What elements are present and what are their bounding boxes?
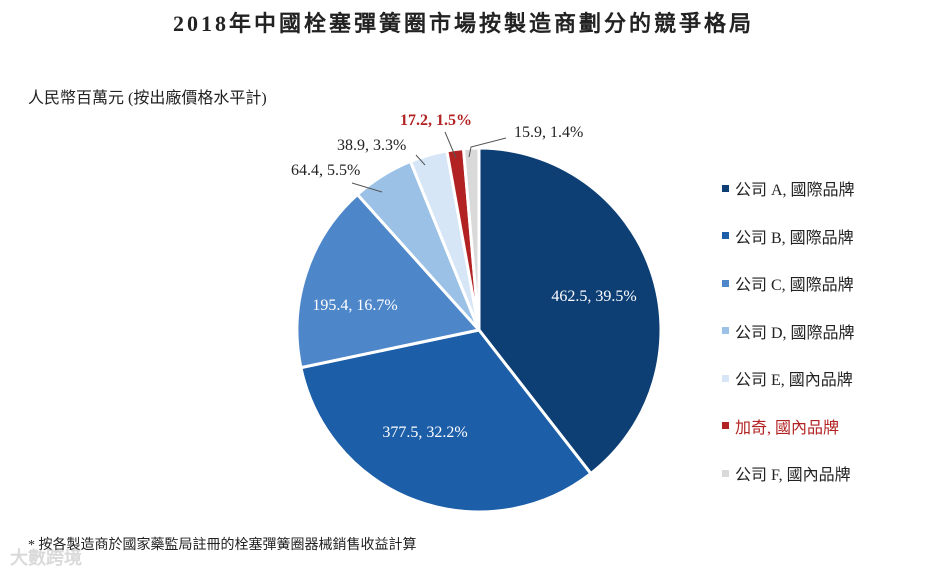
- legend-label: 公司 D, 國際品牌: [735, 324, 855, 342]
- legend-swatch: [722, 279, 729, 287]
- legend-item: 公司 B, 國際品牌: [722, 224, 855, 248]
- legend-item: 公司 F, 國內品牌: [722, 461, 855, 485]
- legend-swatch: [722, 374, 729, 382]
- legend-swatch: [722, 422, 729, 429]
- legend-item: 加奇, 國內品牌: [722, 414, 855, 438]
- watermark: 大數跨境: [10, 548, 82, 568]
- legend-label: 公司 A, 國際品牌: [735, 182, 855, 199]
- legend-swatch: [722, 327, 729, 334]
- legend-swatch: [722, 232, 729, 239]
- unit-label: 人民幣百萬元 (按出廠價格水平計): [28, 90, 267, 107]
- chart-title: 2018年中國栓塞彈簧圈市場按製造商劃分的競爭格局: [172, 11, 754, 36]
- leader-line: [415, 154, 426, 166]
- legend-item: 公司 D, 國際品牌: [722, 319, 855, 343]
- leader-line: [468, 137, 507, 158]
- legend-label: 公司 F, 國內品牌: [735, 467, 851, 484]
- legend-swatch: [722, 469, 729, 477]
- pie-slice: [299, 328, 593, 514]
- footnote: * 按各製造商於國家藥監局註冊的栓塞彈簧圈器械銷售收益計算: [28, 538, 417, 553]
- data-label: 64.4, 5.5%: [291, 162, 360, 179]
- data-label: 15.9, 1.4%: [514, 124, 583, 141]
- data-label: 195.4, 16.7%: [312, 297, 397, 314]
- legend: 公司 A, 國際品牌 公司 B, 國際品牌 公司 C, 國際品牌 公司 D, 國際品牌…: [722, 176, 855, 509]
- legend-item: 公司 C, 國際品牌: [722, 271, 855, 295]
- legend-swatch: [722, 184, 729, 192]
- legend-label: 加奇, 國內品牌: [735, 419, 840, 437]
- data-label: 38.9, 3.3%: [337, 137, 406, 154]
- legend-label: 公司 E, 國內品牌: [735, 372, 853, 389]
- leader-line: [351, 182, 383, 193]
- legend-item: 公司 A, 國際品牌: [722, 176, 855, 200]
- legend-label: 公司 B, 國際品牌: [735, 229, 854, 247]
- pie-slice: [477, 146, 663, 476]
- legend-item: 公司 E, 國內品牌: [722, 366, 855, 390]
- leader-line: [444, 131, 457, 159]
- data-label: 462.5, 39.5%: [551, 288, 636, 305]
- data-label: 17.2, 1.5%: [400, 112, 472, 129]
- pie-slice: [295, 193, 481, 370]
- data-label: 377.5, 32.2%: [382, 424, 467, 441]
- legend-label: 公司 C, 國際品牌: [735, 277, 854, 294]
